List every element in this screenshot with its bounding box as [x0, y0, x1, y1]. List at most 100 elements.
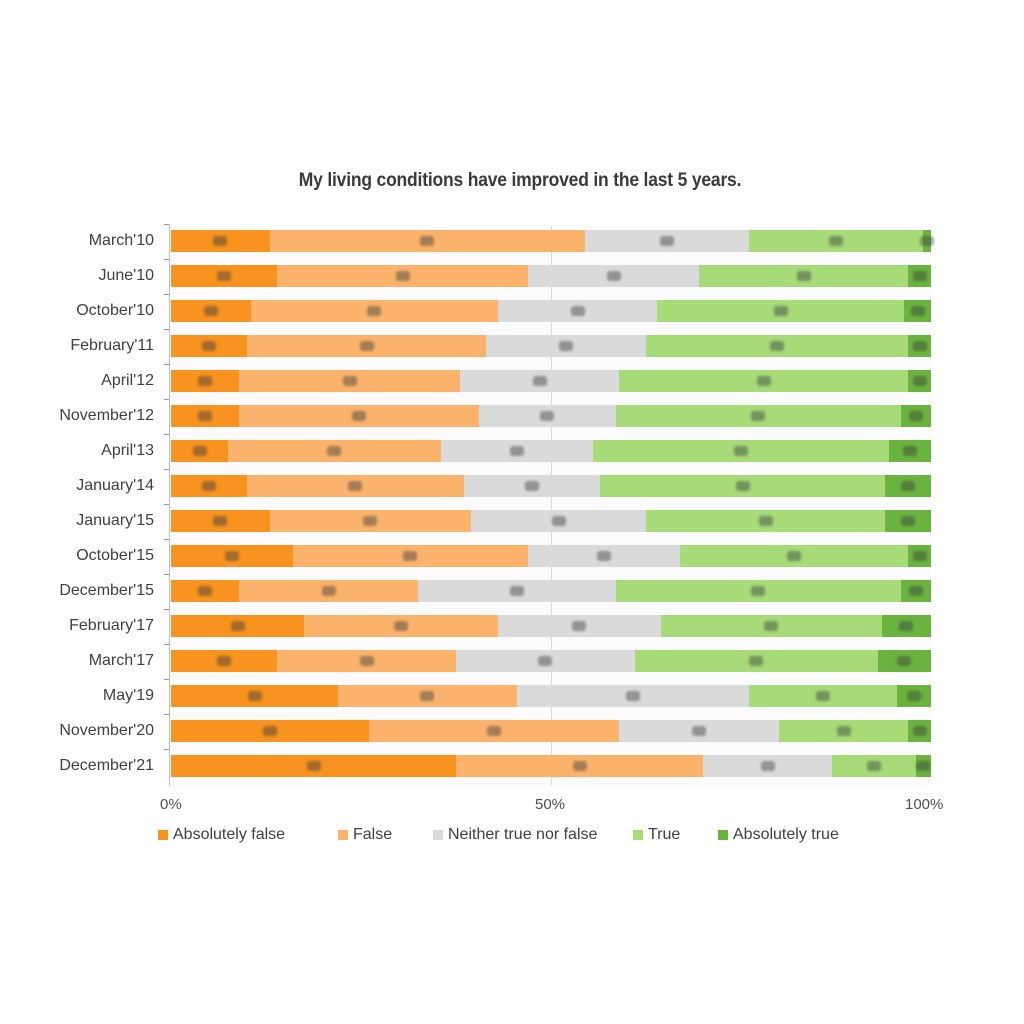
bar-segment-absolutely-false — [171, 755, 456, 777]
data-label — [912, 726, 927, 736]
bar-segment-absolutely-false — [171, 720, 369, 742]
bar-row — [171, 510, 931, 532]
data-label — [509, 586, 524, 596]
category-label: December'21 — [59, 757, 154, 774]
data-label — [572, 621, 587, 631]
data-label — [606, 271, 621, 281]
bar-row — [171, 265, 931, 287]
data-label — [230, 621, 245, 631]
data-label — [760, 761, 775, 771]
data-label — [359, 341, 374, 351]
category-label: April'12 — [101, 372, 154, 389]
bar-segment-false — [239, 370, 460, 392]
legend-label: Absolutely false — [173, 826, 286, 843]
data-label — [342, 376, 357, 386]
data-label — [916, 761, 931, 771]
bar-segment-true — [645, 510, 886, 532]
bar-segment-true — [778, 720, 909, 742]
bar-segment-absolutely-true — [885, 510, 931, 532]
data-label — [751, 586, 766, 596]
data-label — [192, 446, 207, 456]
bar-segment-absolutely-true — [885, 475, 931, 497]
data-label — [901, 516, 916, 526]
legend-swatch-icon — [633, 830, 643, 840]
data-label — [509, 446, 524, 456]
category-label: November'12 — [59, 407, 154, 424]
y-tick — [164, 364, 169, 365]
bar-segment-neither-true-nor-false — [471, 510, 646, 532]
data-label — [420, 236, 435, 246]
data-label — [733, 446, 748, 456]
y-tick — [164, 749, 169, 750]
bar-segment-absolutely-false — [171, 440, 228, 462]
bar-segment-false — [269, 230, 586, 252]
y-tick — [164, 679, 169, 680]
data-label — [908, 586, 923, 596]
gridline-50 — [551, 226, 552, 785]
data-label — [524, 481, 539, 491]
data-label — [910, 306, 925, 316]
bar-segment-false — [292, 545, 529, 567]
legend-item: True — [633, 826, 718, 844]
legend-item: False — [338, 826, 433, 844]
bar-segment-absolutely-false — [171, 265, 278, 287]
data-label — [202, 341, 216, 351]
category-label: October'15 — [76, 547, 154, 564]
x-tick-50: 50% — [535, 796, 566, 813]
legend-swatch-icon — [338, 830, 348, 840]
category-label: June'10 — [98, 267, 154, 284]
data-label — [764, 621, 779, 631]
category-label: May'19 — [102, 687, 154, 704]
legend-item: Absolutely false — [158, 826, 338, 844]
bar-segment-false — [228, 440, 441, 462]
legend: Absolutely false False Neither true nor fa… — [158, 826, 878, 844]
data-label — [393, 621, 408, 631]
legend-label: False — [353, 826, 393, 843]
data-label — [403, 551, 418, 561]
data-label — [420, 691, 435, 701]
legend-item: Neither true nor false — [433, 826, 633, 844]
bar-segment-neither-true-nor-false — [455, 650, 635, 672]
bar-segment-absolutely-true — [900, 405, 931, 427]
data-label — [912, 271, 927, 281]
data-label — [198, 586, 213, 596]
data-label — [625, 691, 640, 701]
data-label — [198, 376, 213, 386]
bar-segment-absolutely-true — [881, 615, 931, 637]
bar-row — [171, 370, 931, 392]
bar-segment-false — [277, 265, 529, 287]
y-tick — [164, 644, 169, 645]
legend-label: True — [648, 826, 681, 843]
legend-label: Absolutely true — [733, 826, 839, 843]
data-label — [551, 516, 566, 526]
x-tick-100: 100% — [905, 796, 944, 813]
bar-segment-absolutely-false — [171, 545, 293, 567]
y-tick — [164, 469, 169, 470]
data-label — [749, 656, 764, 666]
chart-title: My living conditions have improved in th… — [298, 170, 742, 191]
data-label — [901, 481, 916, 491]
bar-segment-neither-true-nor-false — [619, 720, 779, 742]
bar-segment-absolutely-true — [908, 265, 931, 287]
bar-segment-absolutely-true — [908, 720, 931, 742]
bar-segment-neither-true-nor-false — [497, 615, 662, 637]
bar-segment-neither-true-nor-false — [459, 370, 620, 392]
data-label — [572, 761, 587, 771]
bar-segment-true — [661, 615, 882, 637]
bar-segment-false — [338, 685, 517, 707]
bar-row — [171, 755, 931, 777]
bar-segment-absolutely-false — [171, 335, 247, 357]
legend-label: Neither true nor false — [448, 826, 598, 843]
data-label — [773, 306, 788, 316]
bar-segment-absolutely-false — [171, 405, 240, 427]
bar-segment-false — [277, 650, 456, 672]
y-tick — [164, 259, 169, 260]
bar-segment-absolutely-false — [171, 475, 247, 497]
data-label — [770, 341, 785, 351]
bar-row — [171, 545, 931, 567]
data-label — [348, 481, 363, 491]
bar-segment-neither-true-nor-false — [463, 475, 601, 497]
bar-row — [171, 475, 931, 497]
data-label — [367, 306, 382, 316]
data-label — [920, 236, 935, 246]
